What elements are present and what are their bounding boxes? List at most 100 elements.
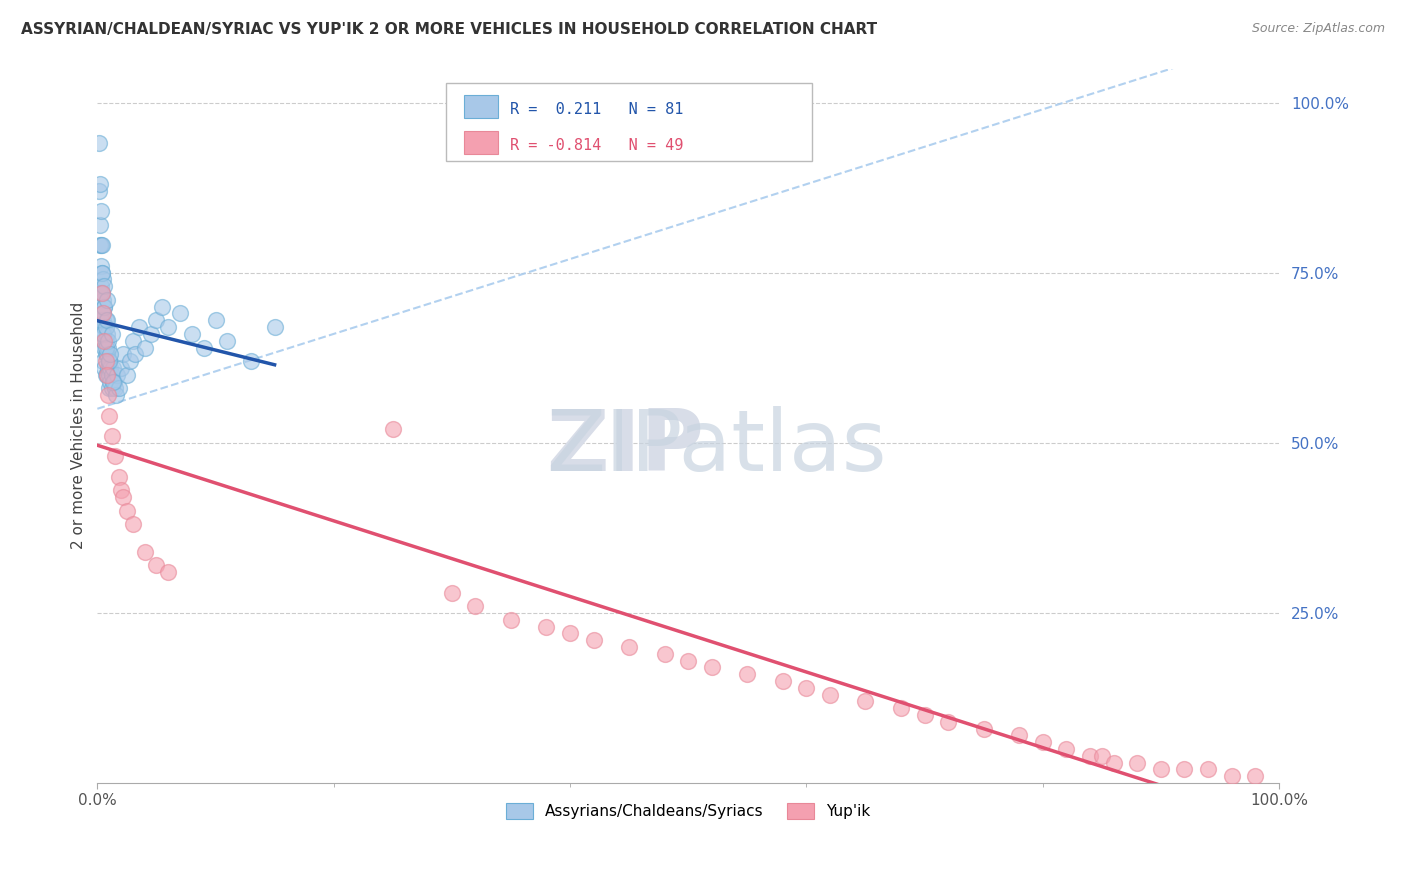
Point — [96, 368, 118, 382]
Point — [91, 334, 114, 348]
Point — [914, 708, 936, 723]
Point — [91, 313, 114, 327]
Point — [582, 633, 605, 648]
Point — [98, 409, 121, 423]
Point — [107, 381, 129, 395]
Point — [98, 375, 121, 389]
Point — [89, 286, 111, 301]
Point — [890, 701, 912, 715]
Point — [94, 368, 117, 382]
Point — [440, 585, 463, 599]
Point — [94, 320, 117, 334]
Point — [93, 360, 115, 375]
Point — [96, 347, 118, 361]
Point — [464, 599, 486, 613]
Point — [91, 293, 114, 307]
Point — [1126, 756, 1149, 770]
Point — [700, 660, 723, 674]
FancyBboxPatch shape — [464, 131, 498, 153]
Point — [91, 354, 114, 368]
Point — [104, 381, 127, 395]
Point — [107, 470, 129, 484]
Text: ASSYRIAN/CHALDEAN/SYRIAC VS YUP'IK 2 OR MORE VEHICLES IN HOUSEHOLD CORRELATION C: ASSYRIAN/CHALDEAN/SYRIAC VS YUP'IK 2 OR … — [21, 22, 877, 37]
Point — [98, 360, 121, 375]
Point — [121, 517, 143, 532]
Point — [263, 320, 285, 334]
Point — [93, 320, 115, 334]
Point — [90, 279, 112, 293]
Point — [90, 259, 112, 273]
Point — [654, 647, 676, 661]
Point — [139, 326, 162, 341]
Text: R = -0.814   N = 49: R = -0.814 N = 49 — [510, 138, 683, 153]
Point — [104, 450, 127, 464]
Point — [94, 341, 117, 355]
Text: R =  0.211   N = 81: R = 0.211 N = 81 — [510, 103, 683, 118]
Point — [91, 238, 114, 252]
Point — [1054, 742, 1077, 756]
Point — [96, 293, 118, 307]
Point — [134, 544, 156, 558]
Point — [93, 334, 115, 348]
Point — [90, 313, 112, 327]
Point — [91, 326, 114, 341]
Point — [101, 360, 124, 375]
Point — [91, 286, 114, 301]
Point — [100, 381, 122, 395]
Point — [98, 381, 121, 395]
Text: ZIPatlas: ZIPatlas — [547, 406, 887, 489]
Point — [796, 681, 818, 695]
Point — [145, 558, 167, 573]
Point — [107, 368, 129, 382]
Point — [204, 313, 226, 327]
Point — [499, 613, 522, 627]
Point — [1008, 728, 1031, 742]
Point — [89, 238, 111, 252]
Point — [1102, 756, 1125, 770]
Y-axis label: 2 or more Vehicles in Household: 2 or more Vehicles in Household — [72, 302, 86, 549]
Point — [100, 326, 122, 341]
Point — [536, 619, 558, 633]
Point — [90, 204, 112, 219]
Point — [381, 422, 404, 436]
Point — [145, 313, 167, 327]
Point — [735, 667, 758, 681]
FancyBboxPatch shape — [446, 83, 813, 161]
Point — [91, 306, 114, 320]
Point — [112, 490, 135, 504]
Point — [115, 504, 138, 518]
Point — [128, 320, 150, 334]
Point — [855, 694, 877, 708]
Point — [97, 334, 120, 348]
Point — [94, 354, 117, 368]
Point — [180, 326, 202, 341]
Point — [936, 714, 959, 729]
Point — [103, 375, 125, 389]
Point — [91, 286, 114, 301]
Point — [96, 313, 118, 327]
Point — [93, 300, 115, 314]
Point — [150, 300, 173, 314]
Point — [100, 368, 122, 382]
Point — [87, 136, 110, 151]
Point — [91, 306, 114, 320]
Point — [110, 483, 132, 498]
Point — [98, 354, 121, 368]
Point — [169, 306, 191, 320]
Point — [1091, 748, 1114, 763]
Point — [91, 306, 114, 320]
Point — [93, 279, 115, 293]
Point — [96, 326, 118, 341]
Point — [94, 313, 117, 327]
Point — [98, 347, 121, 361]
Point — [97, 360, 120, 375]
Point — [115, 368, 138, 382]
Point — [93, 341, 115, 355]
Point — [96, 368, 118, 382]
Text: ZIP: ZIP — [547, 406, 704, 489]
Point — [89, 178, 111, 192]
Point — [1197, 763, 1219, 777]
Point — [239, 354, 262, 368]
Point — [772, 673, 794, 688]
Point — [1078, 748, 1101, 763]
